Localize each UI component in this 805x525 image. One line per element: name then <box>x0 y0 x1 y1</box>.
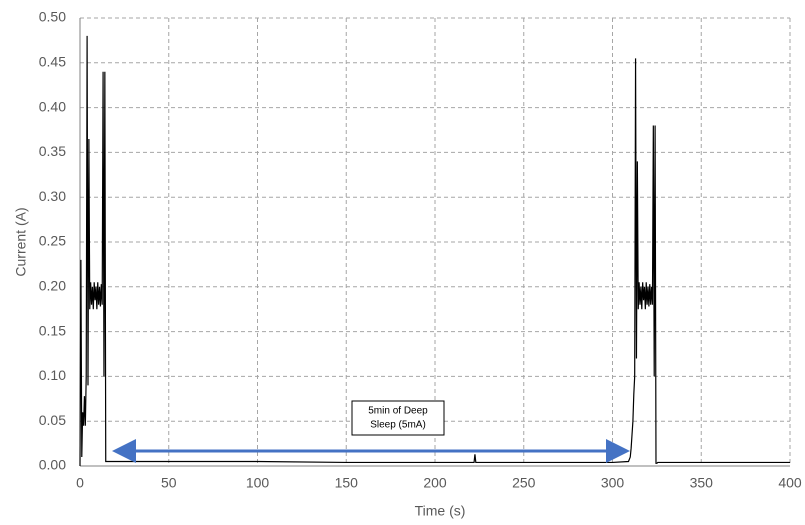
plot-area: 0.00 0.05 0.10 0.15 0.20 0.25 0.30 0.35 0.40 0.45… <box>39 9 802 491</box>
x-axis-title: Time (s) <box>415 503 466 519</box>
x-tick-label: 150 <box>335 475 359 491</box>
annotation-box <box>351 400 445 436</box>
y-tick-label: 0.25 <box>39 233 66 249</box>
x-tick-label: 250 <box>512 475 536 491</box>
annotation: 5min of Deep <box>368 406 428 417</box>
x-tick-label: 50 <box>161 475 177 491</box>
y-tick-label: 0.00 <box>39 457 66 473</box>
y-tick-label: 0.45 <box>39 54 66 70</box>
y-tick-label: 0.40 <box>39 98 66 114</box>
x-tick-label: 200 <box>423 475 447 491</box>
y-tick-label: 0.05 <box>39 412 66 428</box>
x-tick-label: 100 <box>246 475 270 491</box>
y-tick-label: 0.15 <box>39 322 66 338</box>
y-tick-label: 0.20 <box>39 278 66 294</box>
y-tick-label: 0.10 <box>39 367 66 383</box>
x-tick-label: 350 <box>690 475 714 491</box>
y-tick-label: 0.50 <box>39 9 66 25</box>
y-axis-title: Current (A) <box>13 207 29 276</box>
y-tick-label: 0.35 <box>39 143 66 159</box>
x-tick-label: 0 <box>76 475 84 491</box>
y-tick-label: 0.30 <box>39 188 66 204</box>
x-tick-label: 300 <box>601 475 625 491</box>
annotation: Sleep (5mA) <box>370 420 426 431</box>
x-tick-label: 400 <box>778 475 802 491</box>
